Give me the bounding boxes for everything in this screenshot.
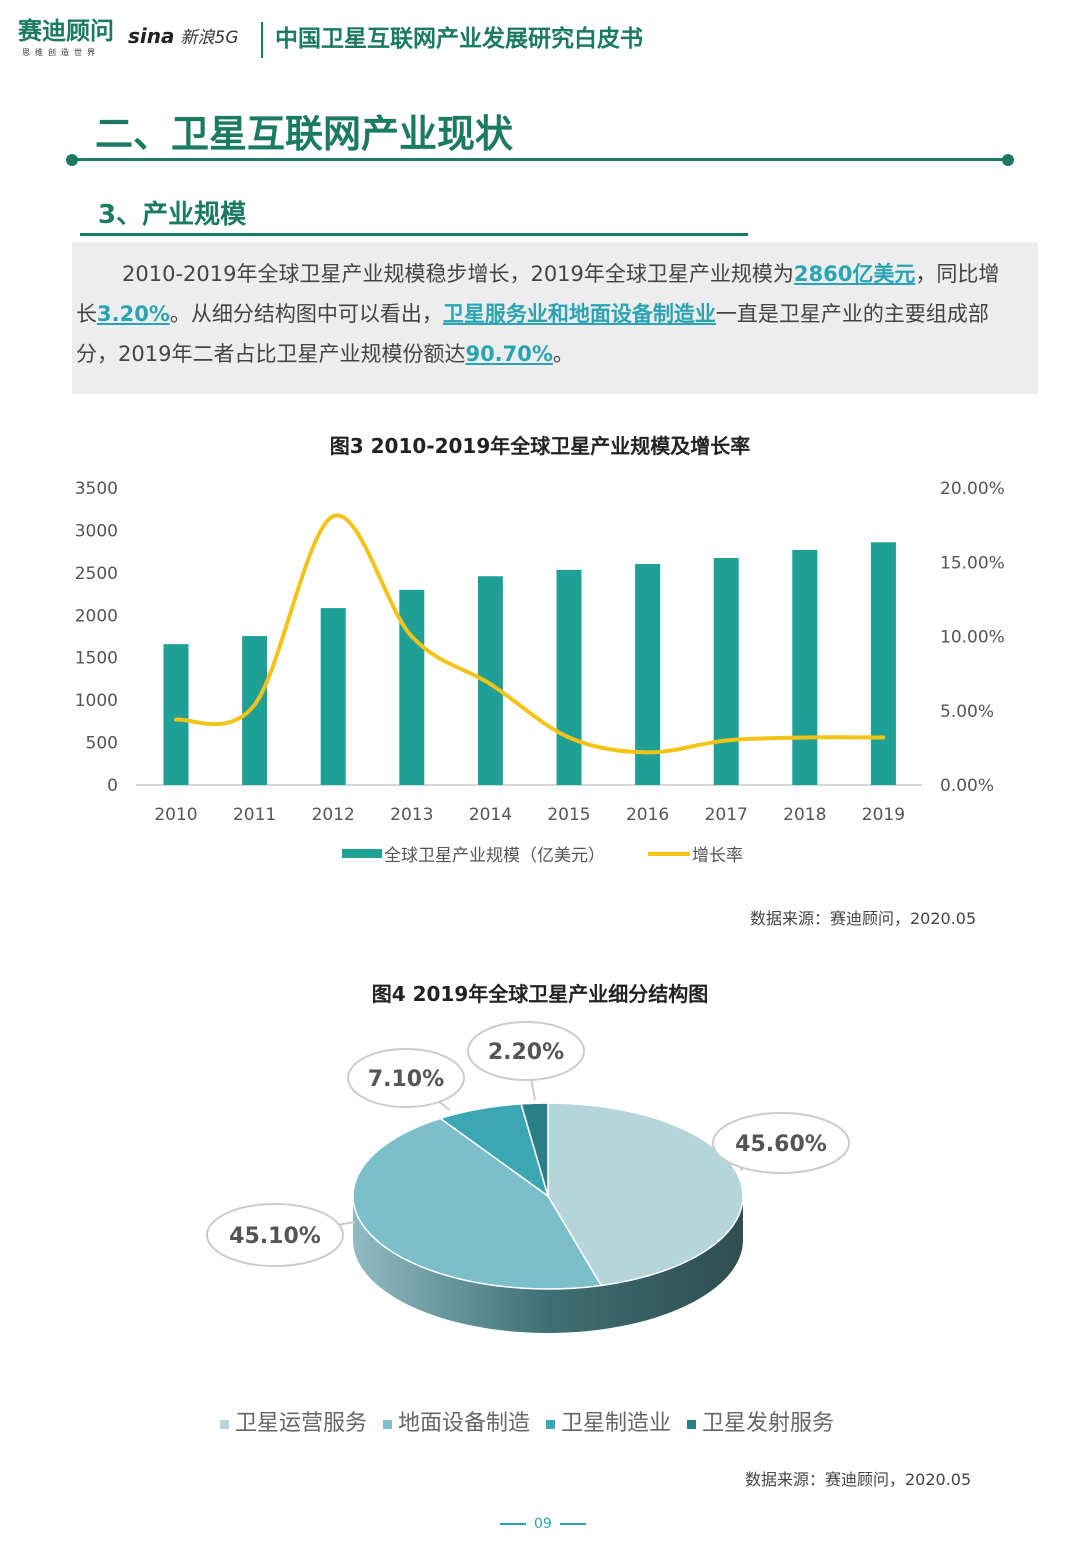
bar — [713, 558, 739, 785]
legend-label: 卫星制造业 — [561, 1411, 672, 1436]
paragraph-text: 。从细分结构图中可以看出， — [169, 302, 443, 326]
y-tick-label: 3000 — [75, 521, 118, 541]
chart4-source: 数据来源：赛迪顾问，2020.05 — [745, 1470, 972, 1489]
x-tick-label: 2017 — [705, 805, 748, 825]
growth-rate-line — [174, 513, 886, 755]
header-divider — [261, 22, 263, 58]
chart3-title: 图3 2010-2019年全球卫星产业规模及增长率 — [329, 434, 751, 458]
slice-value-label: 45.10% — [229, 1224, 321, 1249]
y-tick-label: 2000 — [75, 606, 118, 626]
slice-value-label: 45.60% — [735, 1132, 827, 1157]
legend-item: 卫星运营服务 — [220, 1405, 367, 1437]
legend-swatch — [546, 1419, 556, 1429]
paragraph-text: 。 — [552, 342, 574, 366]
x-tick-label: 2019 — [862, 805, 905, 825]
highlight-text: 3.20% — [97, 302, 170, 326]
partner-logo-group: sina 新浪5G — [128, 24, 239, 50]
bar — [635, 563, 661, 785]
y-tick-label: 0 — [107, 776, 118, 796]
legend-label: 卫星发射服务 — [702, 1411, 835, 1436]
bar — [320, 608, 346, 785]
y-tick-label: 1500 — [75, 649, 118, 669]
chart3-source: 数据来源：赛迪顾问，2020.05 — [750, 909, 977, 928]
divider-dot — [66, 154, 78, 166]
legend-item: 卫星制造业 — [546, 1405, 671, 1437]
section-title: 二、卫星互联网产业现状 — [95, 112, 514, 156]
x-tick-label: 2014 — [469, 805, 512, 825]
bar-line-chart: 0 500 1000 1500 2000 2500 3000 3500 0.00% 5.00% 10… — [75, 479, 1005, 866]
y-tick-label: 1000 — [75, 691, 118, 711]
x-tick-label: 2013 — [390, 805, 433, 825]
highlight-text: 卫星服务业和地面设备制造业 — [442, 302, 716, 326]
y-tick-label: 2500 — [75, 564, 118, 584]
legend-bar-label: 全球卫星产业规模（亿美元） — [384, 846, 605, 866]
x-tick-label: 2015 — [547, 805, 590, 825]
y-tick-label: 3500 — [75, 479, 118, 499]
x-tick-label: 2016 — [626, 805, 669, 825]
subsection-divider — [80, 233, 748, 236]
y-tick-label: 500 — [86, 734, 118, 754]
legend-item: 地面设备制造 — [383, 1405, 530, 1437]
partner-suffix: 新浪5G — [180, 28, 239, 48]
summary-paragraph: 2010-2019年全球卫星产业规模稳步增长，2019年全球卫星产业规模为286… — [72, 242, 1038, 394]
paragraph-text: 一直是卫星产业的主要组成部分，2019年二者占比卫星产业规模份额达 — [76, 302, 989, 366]
page-number: 09 — [500, 1516, 586, 1532]
chart4-title: 图4 2019年全球卫星产业细分结构图 — [371, 982, 709, 1006]
section-divider — [70, 158, 1010, 161]
paragraph-text: ，同比增长 — [76, 262, 1000, 326]
pie-slice — [352, 1117, 603, 1290]
divider-dot — [1002, 154, 1014, 166]
callout-bubble — [467, 1021, 585, 1081]
y2-tick-label: 5.00% — [940, 702, 994, 722]
bar — [242, 636, 268, 785]
bar — [163, 644, 189, 785]
legend-swatch — [383, 1419, 393, 1429]
pie-legend: 卫星运营服务 地面设备制造 卫星制造业 卫星发射服务 — [220, 1405, 834, 1437]
page-number-text: 09 — [534, 1516, 552, 1532]
x-tick-label: 2010 — [154, 805, 197, 825]
brand-logo: 赛迪顾问 — [18, 16, 114, 45]
partner-logo: sina — [128, 24, 175, 48]
y2-tick-label: 15.00% — [940, 553, 1005, 573]
paragraph-text: 2010-2019年全球卫星产业规模稳步增长，2019年全球卫星产业规模为 — [122, 262, 794, 286]
bar — [870, 542, 896, 785]
pie-slice — [547, 1102, 744, 1287]
x-tick-label: 2018 — [783, 805, 826, 825]
legend-bar-swatch — [342, 849, 382, 858]
pie-slice — [520, 1102, 549, 1197]
subsection-title: 3、产业规模 — [98, 200, 247, 230]
legend-label: 卫星运营服务 — [235, 1411, 368, 1436]
callout-bubble — [712, 1112, 850, 1174]
highlight-text: 2860亿美元 — [793, 262, 916, 286]
bar — [792, 549, 818, 785]
legend-label: 地面设备制造 — [398, 1411, 531, 1436]
y2-tick-label: 20.00% — [940, 479, 1005, 499]
slice-value-label: 2.20% — [488, 1040, 564, 1065]
highlight-text: 90.70% — [465, 342, 553, 366]
pie-chart: 45.60% 45.10% 7.10% 2.20% — [206, 1021, 850, 1333]
x-tick-label: 2011 — [233, 805, 276, 825]
bar — [556, 569, 582, 785]
legend-swatch — [687, 1419, 697, 1429]
slice-value-label: 7.10% — [368, 1067, 444, 1092]
document-title: 中国卫星互联网产业发展研究白皮书 — [275, 26, 643, 52]
bar — [399, 589, 425, 785]
legend-item: 卫星发射服务 — [687, 1405, 834, 1437]
callout-bubble — [347, 1048, 465, 1108]
y2-tick-label: 0.00% — [940, 776, 994, 796]
brand-slogan: 思维创造世界 — [22, 48, 100, 57]
legend-swatch — [220, 1419, 229, 1429]
x-tick-label: 2012 — [312, 805, 355, 825]
legend-line-label: 增长率 — [692, 846, 743, 866]
y2-tick-label: 10.00% — [940, 628, 1005, 648]
callout-bubble — [206, 1203, 344, 1267]
